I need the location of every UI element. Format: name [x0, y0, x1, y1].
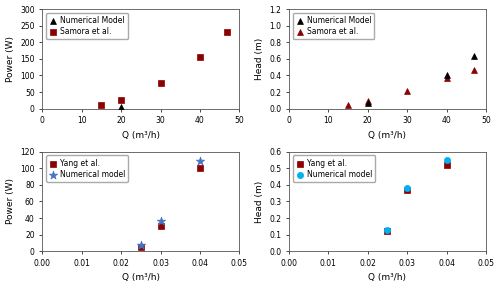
X-axis label: Q (m³/h): Q (m³/h) — [368, 273, 406, 283]
Numerical Model — [442, 73, 450, 78]
Samora et al. — [403, 89, 411, 94]
Numerical model — [384, 227, 392, 232]
Samora et al. — [98, 103, 106, 108]
Legend: Yang et al., Numerical model: Yang et al., Numerical model — [293, 156, 375, 182]
Numerical model — [403, 186, 411, 190]
X-axis label: Q (m³/h): Q (m³/h) — [122, 273, 160, 283]
Y-axis label: Power (W): Power (W) — [6, 36, 15, 82]
Numerical Model — [117, 105, 125, 109]
Samora et al. — [117, 98, 125, 103]
X-axis label: Q (m³/h): Q (m³/h) — [122, 131, 160, 140]
Numerical Model — [364, 101, 372, 105]
Yang et al. — [156, 224, 164, 229]
Legend: Numerical Model, Samora et al.: Numerical Model, Samora et al. — [46, 13, 128, 39]
Y-axis label: Power (W): Power (W) — [6, 179, 15, 224]
Samora et al. — [364, 99, 372, 103]
Numerical model — [196, 158, 204, 163]
Legend: Yang et al., Numerical model: Yang et al., Numerical model — [46, 156, 128, 182]
Samora et al. — [470, 67, 478, 72]
X-axis label: Q (m³/h): Q (m³/h) — [368, 131, 406, 140]
Samora et al. — [196, 55, 204, 60]
Samora et al. — [442, 76, 450, 80]
Numerical Model — [470, 54, 478, 59]
Samora et al. — [156, 81, 164, 86]
Yang et al. — [442, 163, 450, 167]
Numerical model — [137, 242, 145, 247]
Y-axis label: Head (m): Head (m) — [254, 38, 264, 80]
Samora et al. — [344, 103, 352, 108]
Yang et al. — [196, 166, 204, 170]
Yang et al. — [403, 187, 411, 192]
Yang et al. — [137, 245, 145, 249]
Samora et al. — [224, 30, 232, 35]
Legend: Numerical Model, Samora et al.: Numerical Model, Samora et al. — [293, 13, 374, 39]
Y-axis label: Head (m): Head (m) — [254, 180, 264, 223]
Numerical model — [156, 219, 164, 224]
Yang et al. — [384, 229, 392, 234]
Numerical model — [442, 158, 450, 162]
